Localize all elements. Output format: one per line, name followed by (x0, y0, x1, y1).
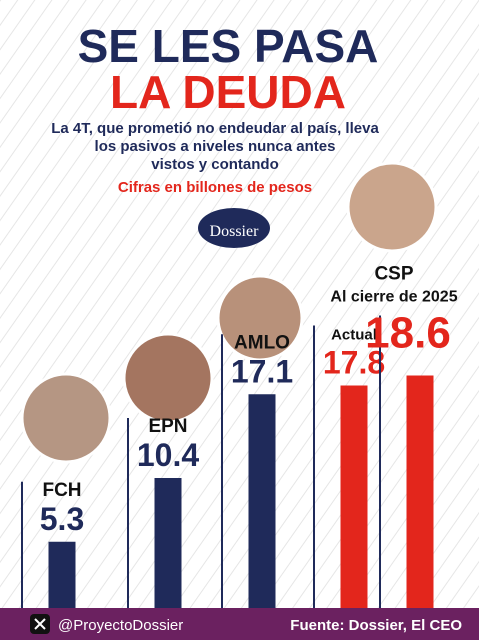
portrait (20, 372, 112, 464)
subtitle: vistos y contando (151, 156, 279, 173)
source: Fuente: Dossier, El CEO (290, 617, 462, 634)
subtitle: los pasivos a niveles nunca antes (95, 138, 336, 155)
value-label: 10.4 (137, 437, 199, 473)
bar (406, 375, 434, 608)
value-label: 5.3 (40, 501, 84, 537)
category-label: FCH (42, 480, 81, 501)
x-icon-mark (34, 618, 46, 630)
value-label: 17.1 (231, 353, 293, 389)
category-label: Actual (331, 327, 377, 344)
value-label: 18.6 (365, 309, 451, 358)
category-label: CSP (374, 264, 413, 285)
annotation: Al cierre de 2025 (330, 289, 457, 306)
logo-text: Dossier (210, 223, 260, 240)
portrait (122, 332, 214, 424)
subtitle: La 4T, que prometió no endeudar al país,… (51, 120, 379, 137)
category-label: EPN (148, 416, 187, 437)
value-label: 17.8 (323, 345, 385, 381)
logo (198, 208, 270, 248)
units: Cifras en billones de pesos (118, 179, 312, 196)
portrait (346, 161, 438, 253)
category-label: AMLO (234, 332, 290, 353)
footer (0, 608, 479, 640)
bar (248, 394, 276, 608)
title: SE LES PASA (78, 20, 379, 72)
portrait (216, 274, 304, 362)
title: LA DEUDA (110, 66, 346, 118)
handle: @ProyectoDossier (58, 617, 183, 634)
bar (154, 478, 182, 608)
bar (48, 541, 76, 608)
bar (340, 385, 368, 608)
